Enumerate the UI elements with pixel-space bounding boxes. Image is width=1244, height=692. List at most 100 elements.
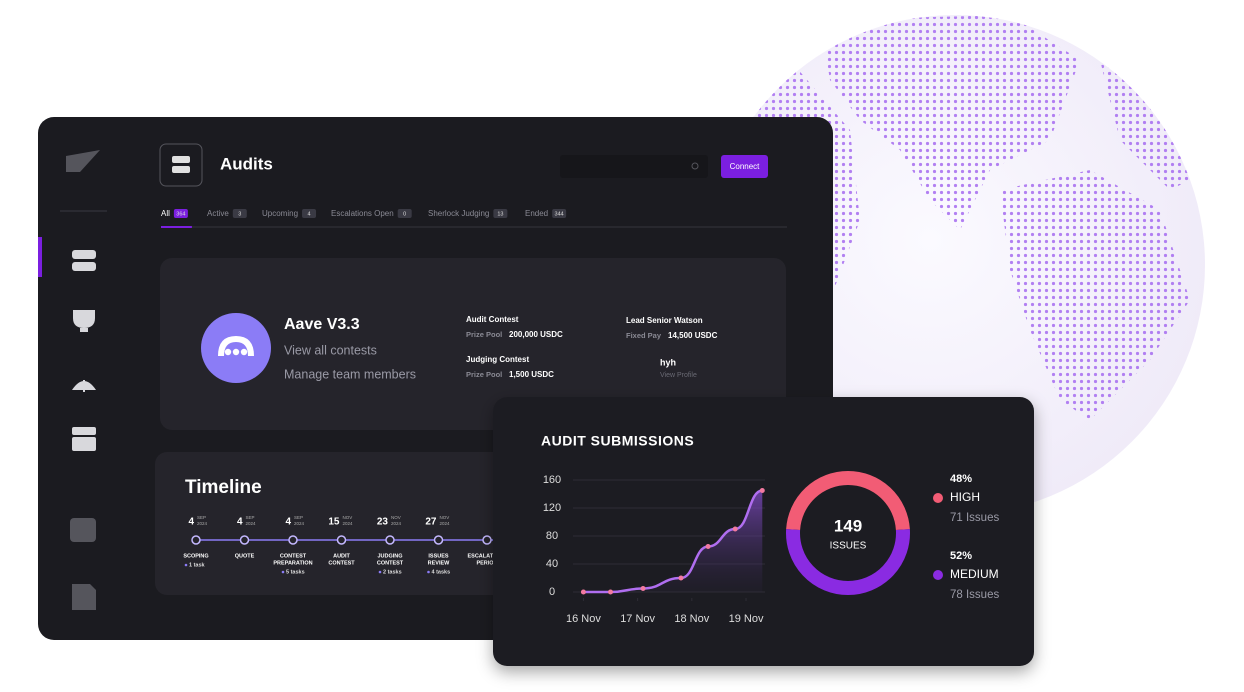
line-point xyxy=(640,586,646,591)
task-dot xyxy=(427,570,430,574)
step-label: JUDGING xyxy=(377,553,402,559)
step-day: 27 xyxy=(425,517,437,528)
legend-count: 78 Issues xyxy=(950,589,999,601)
connect-button[interactable] xyxy=(721,155,768,178)
step-label: ESCALATIONS xyxy=(467,553,506,559)
step-label: REVIEW xyxy=(428,560,451,566)
x-tick-label: 19 Nov xyxy=(729,613,764,625)
chart-title: AUDIT SUBMISSIONS xyxy=(541,433,694,449)
info-title: Audit Contest xyxy=(466,315,519,324)
contest-name: Aave V3.3 xyxy=(284,316,360,333)
step-node xyxy=(239,535,250,545)
line-point xyxy=(732,526,738,532)
step-year: 2024 xyxy=(391,521,402,526)
step-node xyxy=(433,535,444,545)
tab-label: Escalations Open xyxy=(331,209,394,218)
tab-label: Active xyxy=(207,209,229,218)
info-label: Prize Pool xyxy=(466,330,502,339)
tab-label: Sherlock Judging xyxy=(428,209,489,218)
sidebar xyxy=(38,150,107,610)
line-point xyxy=(580,589,586,595)
line-point xyxy=(759,488,765,493)
step-month: SEP xyxy=(294,515,303,520)
step-day: 4 xyxy=(188,517,194,528)
tab-badge xyxy=(397,209,412,218)
legend-dot xyxy=(933,493,943,503)
legend-name: HIGH xyxy=(950,490,980,504)
step-year: 2024 xyxy=(440,521,451,526)
info-label: Fixed Pay xyxy=(626,331,662,340)
step-node xyxy=(191,535,201,545)
info-label: Prize Pool xyxy=(466,370,502,379)
step-day: 15 xyxy=(328,517,340,528)
step-label: AUDIT xyxy=(333,553,350,559)
step-year: 2024 xyxy=(294,521,305,526)
tab-count: 364 xyxy=(176,211,185,217)
search-box[interactable] xyxy=(560,155,708,178)
tab-count: 344 xyxy=(555,211,564,217)
x-tick-label: 16 Nov xyxy=(566,613,601,625)
legend-percent: 52% xyxy=(950,550,972,562)
tab-count: 13 xyxy=(497,211,503,217)
task-dot xyxy=(184,563,188,567)
y-tick-label: 160 xyxy=(543,474,561,486)
tab-badge xyxy=(493,209,508,218)
step-label: CONTEST xyxy=(328,560,355,566)
x-tick-label: 17 Nov xyxy=(620,613,655,625)
contest-link: Manage team members xyxy=(284,367,416,381)
step-label: QUOTE xyxy=(235,553,255,559)
tab-underline xyxy=(161,226,192,228)
step-label: ISSUES xyxy=(428,553,449,559)
lead-link: View Profile xyxy=(660,372,697,379)
header-icon xyxy=(159,143,203,187)
step-tasks: 1 task xyxy=(189,562,206,568)
info-title: Judging Contest xyxy=(466,355,529,364)
donut-total: 149 xyxy=(834,516,862,535)
y-tick-label: 0 xyxy=(549,586,555,598)
legend-count: 71 Issues xyxy=(950,512,999,524)
step-year: 2024 xyxy=(246,521,257,526)
x-tick-label: 18 Nov xyxy=(674,613,709,625)
step-year: 2024 xyxy=(197,521,208,526)
legend-dot xyxy=(933,570,943,580)
step-tasks: 4 tasks xyxy=(432,569,451,575)
step-year: 2024 xyxy=(343,521,354,526)
step-node xyxy=(385,535,395,545)
tab-count: 0 xyxy=(403,211,406,217)
donut-slice xyxy=(786,529,910,595)
tab-badge xyxy=(173,209,188,218)
line-point xyxy=(705,544,711,549)
tab-label: All xyxy=(161,209,170,218)
info-value: 1,500 USDC xyxy=(509,370,554,379)
page-title: Audits xyxy=(220,154,273,173)
tab-count: 4 xyxy=(307,211,310,217)
step-day: 23 xyxy=(377,517,389,528)
connect-label: Connect xyxy=(730,162,761,171)
info-title: Lead Senior Watson xyxy=(626,316,703,325)
y-tick-label: 120 xyxy=(543,502,561,514)
step-month: NOV xyxy=(391,515,401,520)
timeline-title: Timeline xyxy=(185,477,262,498)
timeline-card xyxy=(155,452,575,595)
step-tasks: 2 tasks xyxy=(383,569,402,575)
y-tick-label: 40 xyxy=(546,558,558,570)
lead-name: hyh xyxy=(660,357,676,367)
contest-link: View all contests xyxy=(284,343,377,357)
line-point xyxy=(608,589,614,595)
task-dot xyxy=(281,570,285,574)
step-label: CONTEST xyxy=(377,560,404,566)
contest-card xyxy=(160,258,786,430)
tab-badge xyxy=(552,209,567,218)
step-month: NOV xyxy=(440,515,450,520)
tab-count: 3 xyxy=(238,211,241,217)
chart-card xyxy=(493,397,1034,666)
info-value: 14,500 USDC xyxy=(668,331,718,340)
line-area xyxy=(583,490,763,592)
step-month: SEP xyxy=(246,515,255,520)
legend-percent: 48% xyxy=(950,473,972,485)
step-tasks: 5 tasks xyxy=(286,569,305,575)
info-value: 200,000 USDC xyxy=(509,330,563,339)
step-label: CONTEST xyxy=(280,553,307,559)
